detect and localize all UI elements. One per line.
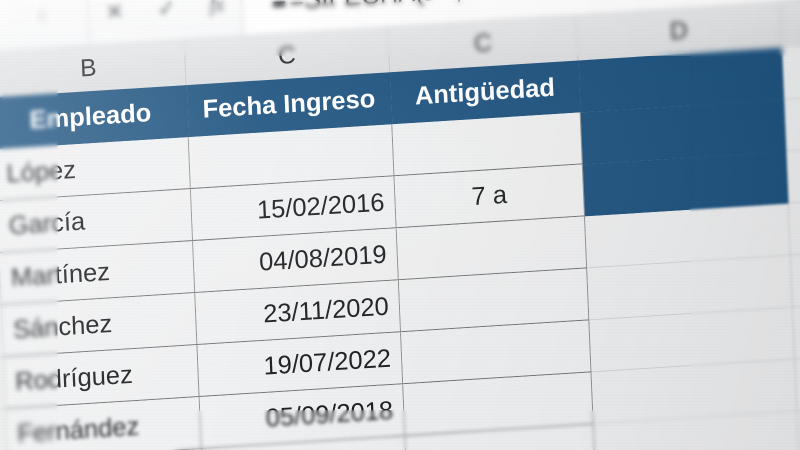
accept-icon[interactable]: ✓ bbox=[157, 0, 177, 22]
text-cursor-icon bbox=[272, 0, 286, 7]
insert-function-icon[interactable]: fx bbox=[209, 0, 225, 18]
cancel-icon[interactable]: ✕ bbox=[105, 0, 125, 25]
name-box[interactable]: ⁞ bbox=[0, 0, 90, 52]
sheet-grid: Empleado Fecha Ingreso Antigüedad López … bbox=[0, 33, 800, 450]
formula-text: =SIFECHA(B2, HOY(), "y")&... bbox=[289, 0, 636, 16]
column-header-e[interactable]: E bbox=[780, 0, 800, 48]
name-box-spinner-icon[interactable]: ⁞ bbox=[39, 8, 45, 26]
